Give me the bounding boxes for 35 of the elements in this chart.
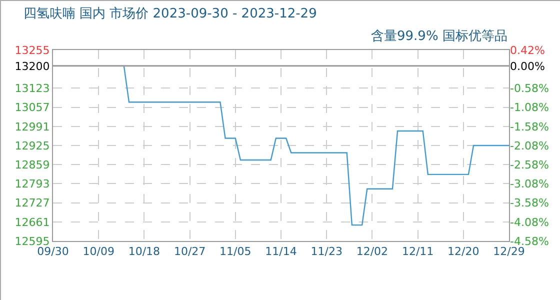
y2-tick-label: -4.58% bbox=[510, 234, 549, 248]
y2-tick-label: -1.58% bbox=[510, 120, 549, 134]
y2-tick-label: -0.58% bbox=[510, 82, 549, 96]
y2-tick-label: -4.08% bbox=[510, 216, 549, 229]
y2-tick-label: -1.08% bbox=[510, 101, 549, 114]
y-tick-label: 13200 bbox=[14, 60, 50, 73]
y2-tick-label: -3.08% bbox=[510, 178, 549, 191]
y-tick-label: 13255 bbox=[14, 44, 50, 57]
x-tick-label: 11/05 bbox=[220, 245, 252, 258]
y-tick-label: 12925 bbox=[14, 139, 50, 152]
y-tick-label: 12661 bbox=[14, 216, 50, 229]
x-tick-label: 11/14 bbox=[265, 245, 297, 258]
y-tick-label: 13123 bbox=[14, 82, 50, 96]
y2-tick-label: 0.42% bbox=[510, 44, 545, 57]
x-tick-label: 09/30 bbox=[37, 245, 69, 258]
y-tick-label: 12991 bbox=[14, 120, 50, 134]
y-tick-label: 12595 bbox=[14, 234, 50, 248]
x-tick-label: 12/11 bbox=[402, 245, 434, 258]
y2-tick-label: -3.58% bbox=[510, 196, 549, 210]
x-tick-label: 10/09 bbox=[82, 245, 114, 258]
x-tick-label: 10/27 bbox=[174, 245, 206, 258]
chart-subtitle: 含量99.9% 国标优等品 bbox=[371, 29, 508, 44]
chart-title: 四氢呋喃 国内 市场价 2023-09-30 - 2023-12-29 bbox=[23, 6, 317, 22]
y2-tick-label: -2.58% bbox=[510, 158, 549, 172]
x-tick-label: 12/20 bbox=[448, 245, 480, 258]
x-tick-label: 12/29 bbox=[493, 245, 525, 258]
y-tick-label: 12793 bbox=[14, 178, 50, 191]
y2-tick-label: -2.08% bbox=[510, 139, 549, 152]
y-tick-label: 12727 bbox=[14, 196, 50, 210]
x-tick-label: 10/18 bbox=[128, 245, 160, 258]
y2-tick-label: 0.00% bbox=[510, 60, 545, 73]
x-tick-label: 11/23 bbox=[310, 245, 342, 258]
y-tick-label: 12859 bbox=[14, 158, 50, 172]
y-tick-label: 13057 bbox=[14, 101, 50, 114]
x-tick-label: 12/02 bbox=[356, 245, 388, 258]
